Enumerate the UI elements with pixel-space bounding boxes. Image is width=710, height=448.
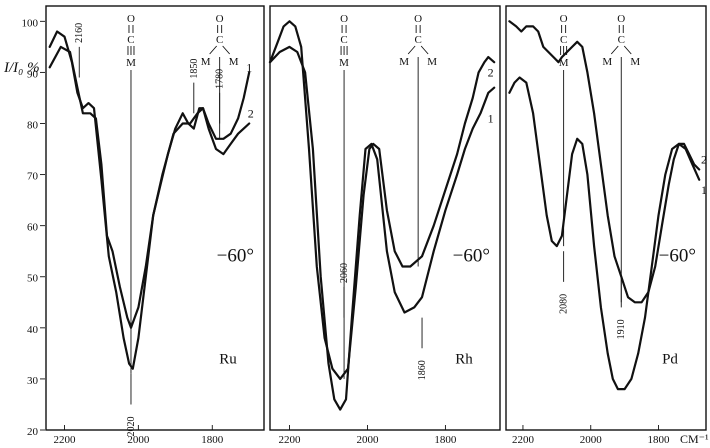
y-tick-label: 90 <box>27 68 39 80</box>
x-tick-label: 2200 <box>53 434 76 446</box>
oxygen-atom-label: O <box>617 13 625 25</box>
x-tick-label: 2200 <box>278 434 301 446</box>
metal-label: Ru <box>219 352 237 368</box>
y-tick-label: 70 <box>27 171 39 183</box>
y-tick-label: 20 <box>27 426 39 438</box>
metal-atom-label: M <box>126 57 136 69</box>
series-number-label: 1 <box>701 183 707 197</box>
peak-wavenumber-label: 2160 <box>74 23 85 43</box>
metal-atom-label: M <box>559 57 569 69</box>
carbon-atom-label: C <box>618 34 625 46</box>
x-tick-label: 2000 <box>127 434 150 446</box>
cm-bond-right <box>222 45 230 55</box>
carbon-atom-label: C <box>127 34 134 46</box>
series-number-label: 2 <box>701 152 707 166</box>
x-tick-label: 1800 <box>434 434 457 446</box>
metal-atom-label: M <box>201 56 211 68</box>
panel-frame <box>505 5 707 431</box>
carbon-atom-label: C <box>560 34 567 46</box>
peak-wavenumber-label: 2080 <box>559 294 570 314</box>
y-tick-label: 100 <box>22 17 39 29</box>
metal-atom-label: M <box>339 57 349 69</box>
spectrum-curve-1 <box>508 76 701 391</box>
cm-bond-left <box>407 45 416 55</box>
panel-frame <box>45 5 265 431</box>
cm-bond-right <box>623 45 632 55</box>
metal-atom-label: M <box>602 56 612 68</box>
spectrum-curve-2 <box>508 20 701 304</box>
spectrum-curve-2 <box>268 20 496 380</box>
x-tick-label: 2000 <box>580 434 603 446</box>
spectrum-curve-2 <box>48 30 251 370</box>
x-tick-label: 2200 <box>512 434 535 446</box>
cm-bond-left <box>209 45 217 55</box>
x-tick-label: 2000 <box>356 434 379 446</box>
panel-frame <box>269 5 501 431</box>
y-axis-ticks: 100 90 80 70 60 50 40 30 20 <box>22 17 45 438</box>
metal-atom-label: M <box>399 56 409 68</box>
y-tick-label: 30 <box>27 375 39 387</box>
x-tick-label: 1800 <box>201 434 224 446</box>
oxygen-atom-label: O <box>414 13 422 25</box>
carbon-atom-label: C <box>340 34 347 46</box>
series-number-label: 1 <box>488 111 494 125</box>
carbon-atom-label: C <box>216 34 223 46</box>
series-number-label: 1 <box>246 60 252 74</box>
y-tick-label: 60 <box>27 222 39 234</box>
metal-atom-label: M <box>427 56 437 68</box>
cm-bond-left <box>610 45 619 55</box>
peak-wavenumber-label: 2020 <box>126 416 137 436</box>
temperature-label: −60° <box>659 245 696 266</box>
series-number-label: 2 <box>488 65 494 79</box>
y-tick-label: 40 <box>27 324 39 336</box>
oxygen-atom-label: O <box>560 13 568 25</box>
peak-wavenumber-label: 1780 <box>215 69 226 89</box>
spectrum-curve-1 <box>48 45 251 329</box>
y-axis-label: I/I₀ % <box>3 60 40 76</box>
temperature-label: −60° <box>217 245 254 266</box>
metal-label: Pd <box>662 352 678 368</box>
oxygen-atom-label: O <box>216 13 224 25</box>
y-tick-label: 50 <box>27 273 39 285</box>
carbon-atom-label: C <box>414 34 421 46</box>
peak-wavenumber-label: 2060 <box>339 263 350 283</box>
peak-wavenumber-label: 1910 <box>616 319 627 339</box>
oxygen-atom-label: O <box>127 13 135 25</box>
peak-wavenumber-label: 1850 <box>189 59 200 79</box>
cm-bond-right <box>420 45 429 55</box>
oxygen-atom-label: O <box>340 13 348 25</box>
peak-wavenumber-label: 1860 <box>417 360 428 380</box>
metal-atom-label: M <box>630 56 640 68</box>
metal-atom-label: M <box>229 56 239 68</box>
temperature-label: −60° <box>453 245 490 266</box>
series-number-label: 2 <box>248 106 254 120</box>
spectrum-curve-1 <box>268 45 496 411</box>
x-axis-unit-label: CM⁻¹ <box>680 432 709 446</box>
metal-label: Rh <box>455 352 473 368</box>
x-tick-label: 1800 <box>648 434 671 446</box>
y-tick-label: 80 <box>27 119 39 131</box>
